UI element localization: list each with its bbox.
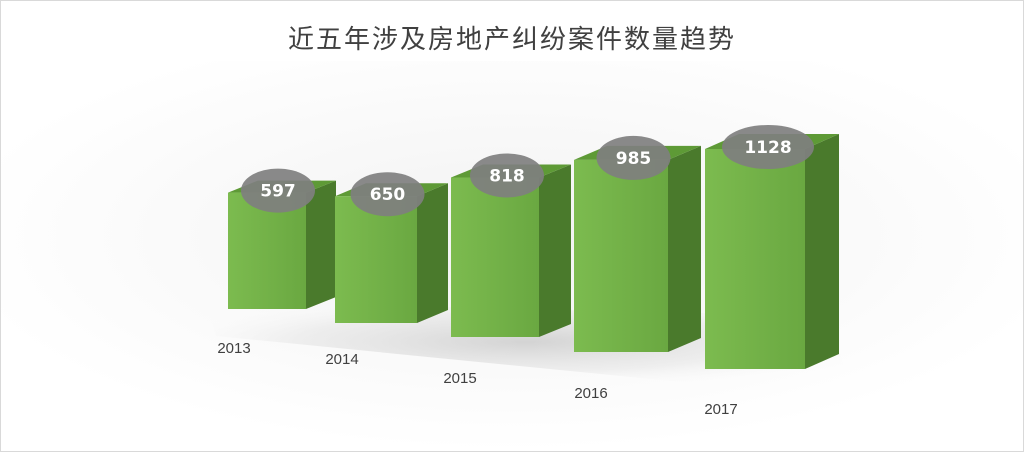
bar-front [574,159,668,352]
bar-2016 [574,145,701,352]
data-label-bubble [350,172,425,217]
bar-side [668,145,701,352]
data-label: 1128 [744,138,791,158]
bar-front [705,149,805,369]
data-label: 985 [616,149,652,169]
data-label-bubble [241,168,315,213]
bar-side [306,180,336,309]
bar-side [417,183,448,323]
x-tick-label: 2017 [704,401,737,418]
x-tick-label: 2014 [325,351,358,368]
x-tick-label: 2013 [217,340,250,357]
data-label: 818 [489,166,525,186]
data-label: 650 [370,185,406,205]
bar-front [335,196,417,323]
bar-side [539,164,571,337]
data-label-bubble [596,135,671,180]
data-label-bubble [722,125,814,169]
data-label: 597 [260,182,296,202]
x-tick-label: 2016 [574,385,607,402]
x-tick-label: 2015 [443,370,476,387]
bar-2017 [705,134,839,369]
bar-side [805,134,839,369]
data-label-bubble [470,153,544,198]
bar-front [228,192,306,309]
chart-title: 近五年涉及房地产纠纷案件数量趋势 [287,25,736,55]
bar-front [451,177,539,337]
